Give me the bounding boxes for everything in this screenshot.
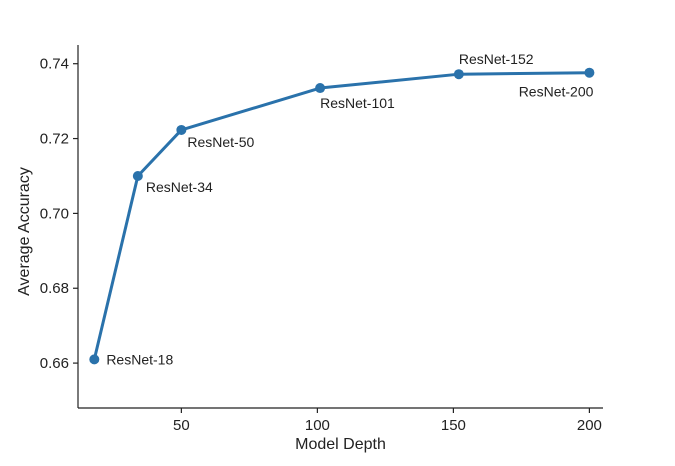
y-tick-label: 0.68 <box>40 280 69 297</box>
data-point <box>89 354 100 365</box>
point-label: ResNet-200 <box>519 84 594 100</box>
point-label: ResNet-101 <box>320 95 395 111</box>
data-point <box>584 67 595 78</box>
point-labels: ResNet-18 ResNet-34 ResNet-50 ResNet-101 Res… <box>106 51 593 367</box>
point-label: ResNet-152 <box>459 51 534 67</box>
point-label: ResNet-34 <box>146 179 213 195</box>
data-point <box>453 69 464 80</box>
axes <box>77 45 603 409</box>
x-axis-title: Model Depth <box>295 436 386 453</box>
y-tick-label: 0.72 <box>40 131 69 148</box>
series-line <box>92 71 590 360</box>
x-tick-label: 100 <box>305 417 330 434</box>
data-point <box>315 83 326 94</box>
y-tick-label: 0.66 <box>40 355 69 372</box>
y-axis-title: Average Accuracy <box>16 167 33 296</box>
point-label: ResNet-50 <box>187 134 254 150</box>
y-tick-label: 0.74 <box>40 56 69 73</box>
point-label: ResNet-18 <box>106 351 173 367</box>
data-points <box>89 67 595 365</box>
data-point <box>176 124 187 135</box>
data-point <box>132 170 143 181</box>
x-tick-label: 50 <box>173 417 190 434</box>
y-tick-label: 0.70 <box>40 205 69 222</box>
x-tick-label: 150 <box>441 417 466 434</box>
x-tick-label: 200 <box>577 417 602 434</box>
ticks: 50 100 150 200 0.66 0.68 0.70 0.72 0.74 <box>40 56 602 434</box>
